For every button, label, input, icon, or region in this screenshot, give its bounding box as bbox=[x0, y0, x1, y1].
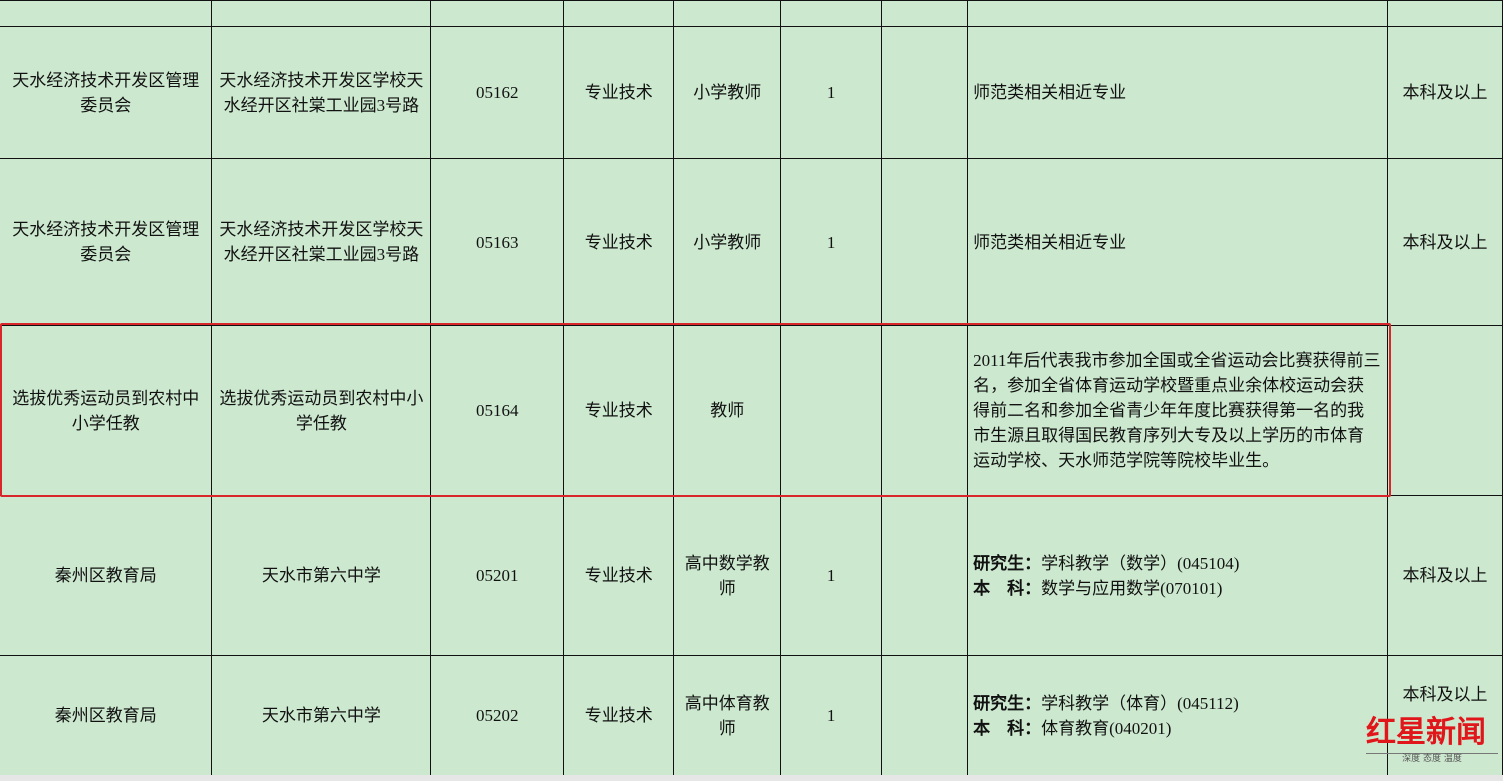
table-row: 天水经济技术开发区管理委员会 天水经济技术开发区学校天水经开区社棠工业园3号路 05… bbox=[0, 26, 1503, 159]
cell-education[interactable] bbox=[1386, 0, 1503, 27]
cell-requirement[interactable]: 2011年后代表我市参加全国或全省运动会比赛获得前三名，参加全省体育运动学校暨重… bbox=[967, 325, 1388, 496]
cell-education[interactable] bbox=[1386, 325, 1503, 496]
cell-code[interactable]: 05164 bbox=[430, 325, 565, 496]
requirement-line: 2011年后代表我市参加全国或全省运动会比赛获得前三名，参加全省体育运动学校暨重… bbox=[973, 348, 1381, 473]
cell-unit[interactable] bbox=[211, 0, 432, 27]
cell-count[interactable] bbox=[780, 325, 883, 496]
cell-education[interactable]: 本科及以上 bbox=[1386, 495, 1503, 656]
requirement-text: 师范类相关相近专业 bbox=[973, 83, 1127, 102]
requirement-text: 2011年后代表我市参加全国或全省运动会比赛获得前三名，参加全省体育运动学校暨重… bbox=[973, 351, 1381, 470]
requirement-line: 本 科：体育教育(040201) bbox=[973, 716, 1381, 741]
requirement-text: 数学与应用数学(070101) bbox=[1041, 578, 1223, 598]
watermark-logo-text: 红星新闻 bbox=[1366, 715, 1486, 750]
requirement-text: 体育教育(040201) bbox=[1041, 718, 1172, 738]
cell-category[interactable]: 专业技术 bbox=[563, 325, 675, 496]
cell-count[interactable]: 1 bbox=[780, 26, 883, 159]
cell-code[interactable]: 05201 bbox=[430, 495, 565, 656]
cell-dept[interactable]: 选拔优秀运动员到农村中小学任教 bbox=[0, 325, 213, 496]
cell-position[interactable]: 小学教师 bbox=[673, 158, 782, 326]
cell-code[interactable]: 05162 bbox=[430, 26, 565, 159]
requirement-label: 本 科： bbox=[973, 578, 1042, 598]
cell-requirement[interactable]: 研究生：学科教学（数学）(045104) 本 科：数学与应用数学(070101) bbox=[967, 495, 1388, 656]
watermark-logo: 红星新闻 深度 态度 温度 bbox=[1366, 716, 1498, 774]
table-row: 选拔优秀运动员到农村中小学任教 选拔优秀运动员到农村中小学任教 05164 专业技术教… bbox=[0, 325, 1503, 496]
cell-count[interactable]: 1 bbox=[780, 655, 883, 776]
cell-category[interactable]: 专业技术 bbox=[563, 158, 675, 326]
table-row bbox=[0, 0, 1503, 27]
requirement-line: 研究生：学科教学（数学）(045104) bbox=[973, 551, 1381, 576]
cell-category[interactable] bbox=[563, 0, 675, 27]
cell-requirement[interactable]: 研究生：学科教学（体育）(045112) 本 科：体育教育(040201) bbox=[967, 655, 1388, 776]
cell-blank[interactable] bbox=[881, 158, 969, 326]
requirement-line: 师范类相关相近专业 bbox=[973, 80, 1381, 105]
watermark-slogan: 深度 态度 温度 bbox=[1366, 753, 1498, 765]
table-row: 天水经济技术开发区管理委员会 天水经济技术开发区学校天水经开区社棠工业园3号路 05… bbox=[0, 158, 1503, 326]
cell-unit[interactable]: 天水市第六中学 bbox=[211, 495, 432, 656]
cell-count[interactable]: 1 bbox=[780, 495, 883, 656]
cell-count[interactable] bbox=[780, 0, 883, 27]
cell-dept[interactable]: 秦州区教育局 bbox=[0, 495, 213, 656]
cell-blank[interactable] bbox=[881, 325, 969, 496]
requirement-line: 本 科：数学与应用数学(070101) bbox=[973, 576, 1381, 601]
requirement-text: 学科教学（数学）(045104) bbox=[1041, 553, 1240, 573]
requirement-text: 师范类相关相近专业 bbox=[973, 232, 1127, 252]
sheet-bottom-edge bbox=[0, 775, 1503, 781]
cell-position[interactable] bbox=[673, 0, 782, 27]
cell-position[interactable]: 高中体育教师 bbox=[673, 655, 782, 776]
cell-blank[interactable] bbox=[881, 495, 969, 656]
cell-blank[interactable] bbox=[881, 0, 969, 27]
cell-unit[interactable]: 天水市第六中学 bbox=[211, 655, 432, 776]
requirement-line: 师范类相关相近专业 bbox=[973, 230, 1381, 255]
cell-dept[interactable]: 天水经济技术开发区管理委员会 bbox=[0, 26, 213, 159]
cell-requirement[interactable]: 师范类相关相近专业 bbox=[967, 26, 1388, 159]
cell-blank[interactable] bbox=[881, 655, 969, 776]
requirement-text: 学科教学（体育）(045112) bbox=[1041, 693, 1239, 713]
table-row: 秦州区教育局 天水市第六中学 05202 专业技术 高中体育教师 1 研究生：学科教学（体育… bbox=[0, 655, 1503, 776]
cell-blank[interactable] bbox=[881, 26, 969, 159]
cell-category[interactable]: 专业技术 bbox=[563, 495, 675, 656]
cell-code[interactable]: 05202 bbox=[430, 655, 565, 776]
cell-category[interactable]: 专业技术 bbox=[563, 26, 675, 159]
cell-education[interactable]: 本科及以上 bbox=[1386, 26, 1503, 159]
cell-unit[interactable]: 天水经济技术开发区学校天水经开区社棠工业园3号路 bbox=[211, 26, 432, 159]
cell-requirement[interactable]: 师范类相关相近专业 bbox=[967, 158, 1388, 326]
cell-position[interactable]: 教师 bbox=[673, 325, 782, 496]
cell-code[interactable] bbox=[430, 0, 565, 27]
cell-dept[interactable] bbox=[0, 0, 213, 27]
cell-position[interactable]: 小学教师 bbox=[673, 26, 782, 159]
cell-requirement[interactable] bbox=[967, 0, 1388, 27]
cell-dept[interactable]: 天水经济技术开发区管理委员会 bbox=[0, 158, 213, 326]
cell-education[interactable]: 本科及以上 bbox=[1386, 158, 1503, 326]
cell-unit[interactable]: 天水经济技术开发区学校天水经开区社棠工业园3号路 bbox=[211, 158, 432, 326]
cell-dept[interactable]: 秦州区教育局 bbox=[0, 655, 213, 776]
requirement-label: 研究生： bbox=[973, 693, 1042, 713]
cell-education[interactable]: 本科及以上 bbox=[1386, 655, 1503, 776]
cell-position[interactable]: 高中数学教师 bbox=[673, 495, 782, 656]
cell-code[interactable]: 05163 bbox=[430, 158, 565, 326]
requirement-label: 研究生： bbox=[973, 553, 1042, 573]
requirement-line: 研究生：学科教学（体育）(045112) bbox=[973, 691, 1381, 716]
table-row: 秦州区教育局 天水市第六中学 05201 专业技术 高中数学教师 1 研究生：学科教学（数学… bbox=[0, 495, 1503, 656]
cell-category[interactable]: 专业技术 bbox=[563, 655, 675, 776]
cell-count[interactable]: 1 bbox=[780, 158, 883, 326]
requirement-label: 本 科： bbox=[973, 718, 1042, 738]
cell-unit[interactable]: 选拔优秀运动员到农村中小学任教 bbox=[211, 325, 432, 496]
